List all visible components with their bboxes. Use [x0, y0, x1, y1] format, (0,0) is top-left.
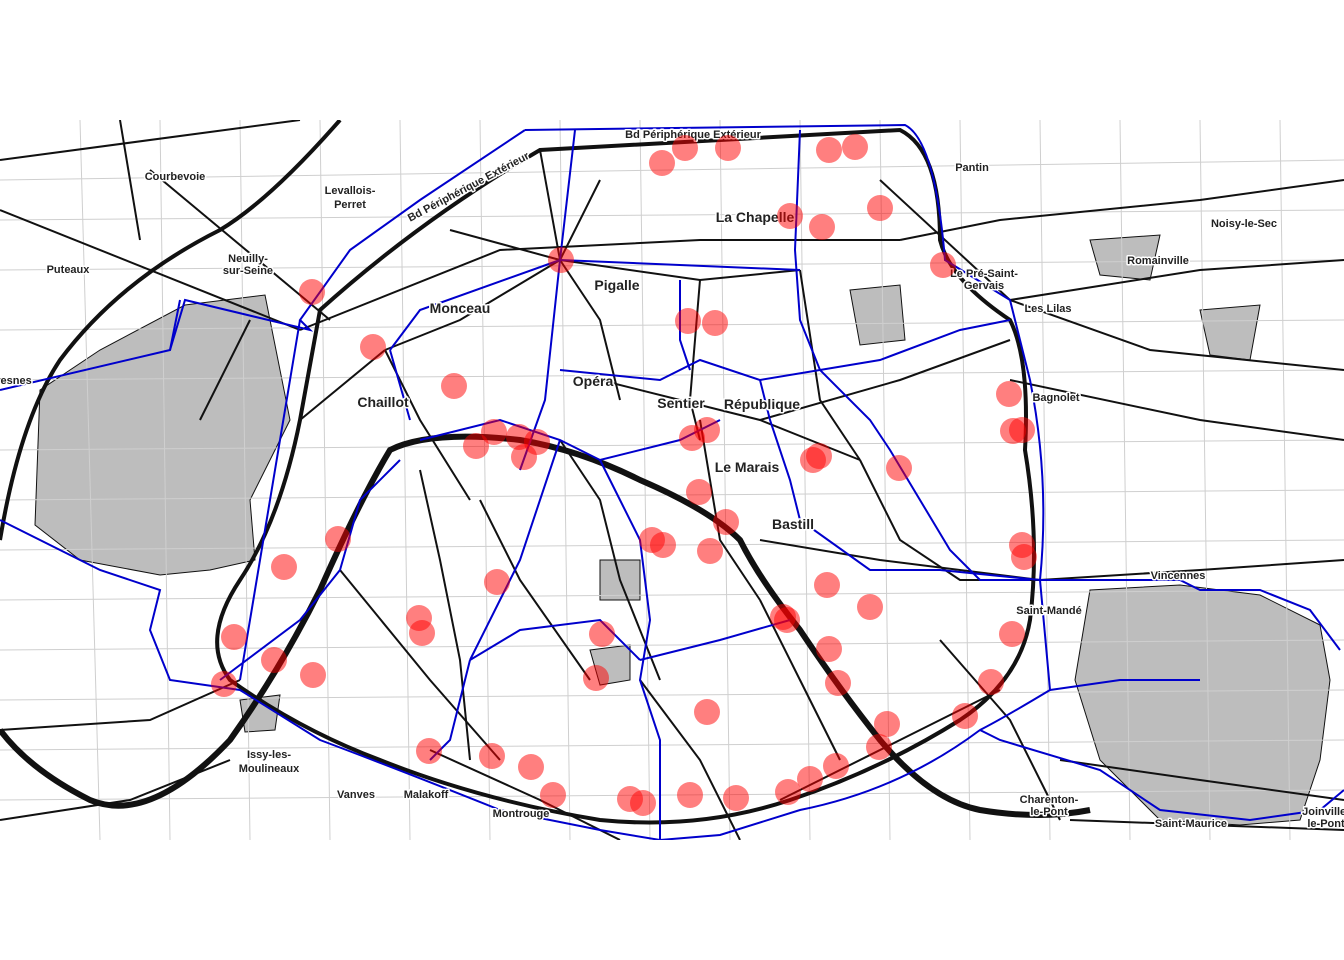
map-marker[interactable]: [441, 373, 467, 399]
label-romainville: Romainville: [1127, 255, 1189, 267]
map-marker[interactable]: [481, 419, 507, 445]
label-malakoff: Malakoff: [404, 789, 449, 801]
map-marker[interactable]: [1011, 544, 1037, 570]
map-marker[interactable]: [978, 669, 1004, 695]
map-marker[interactable]: [952, 703, 978, 729]
label-levallois: Levallois-Perret: [325, 185, 376, 211]
map-marker[interactable]: [874, 711, 900, 737]
map-marker[interactable]: [675, 308, 701, 334]
label-republique: République: [724, 396, 800, 412]
map-marker[interactable]: [809, 214, 835, 240]
label-courbevoie: Courbevoie: [145, 171, 206, 183]
map-marker[interactable]: [261, 647, 287, 673]
label-pigalle: Pigalle: [594, 277, 639, 293]
map-marker[interactable]: [416, 738, 442, 764]
map-marker[interactable]: [723, 785, 749, 811]
map-marker[interactable]: [677, 782, 703, 808]
label-suresnes: resnes: [0, 375, 32, 387]
map-marker[interactable]: [630, 790, 656, 816]
label-st-mande: Saint-Mandé: [1016, 605, 1081, 617]
label-sentier: Sentier: [657, 395, 705, 411]
map-marker[interactable]: [777, 203, 803, 229]
map-marker[interactable]: [775, 779, 801, 805]
map-marker[interactable]: [300, 662, 326, 688]
map-marker[interactable]: [825, 670, 851, 696]
map-marker[interactable]: [589, 621, 615, 647]
city-map[interactable]: Courbevoie Levallois-Perret Neuilly-sur-…: [0, 120, 1344, 840]
map-marker[interactable]: [823, 753, 849, 779]
map-marker[interactable]: [715, 135, 741, 161]
label-montrouge: Montrouge: [493, 808, 550, 820]
map-marker[interactable]: [866, 734, 892, 760]
map-marker[interactable]: [816, 636, 842, 662]
label-neuilly: Neuilly-sur-Seine: [223, 253, 273, 277]
map-marker[interactable]: [650, 532, 676, 558]
label-bagnolet: Bagnolet: [1032, 392, 1079, 404]
map-marker[interactable]: [686, 479, 712, 505]
map-marker[interactable]: [930, 252, 956, 278]
label-st-maurice: Saint-Maurice: [1155, 818, 1227, 830]
map-marker[interactable]: [806, 443, 832, 469]
map-marker[interactable]: [814, 572, 840, 598]
label-le-marais: Le Marais: [715, 459, 780, 475]
map-marker[interactable]: [548, 247, 574, 273]
map-marker[interactable]: [479, 743, 505, 769]
map-marker[interactable]: [697, 538, 723, 564]
map-marker[interactable]: [409, 620, 435, 646]
map-marker[interactable]: [299, 279, 325, 305]
map-marker[interactable]: [996, 381, 1022, 407]
map-marker[interactable]: [999, 621, 1025, 647]
map-marker[interactable]: [1009, 417, 1035, 443]
map-marker[interactable]: [583, 665, 609, 691]
map-marker[interactable]: [649, 150, 675, 176]
map-marker[interactable]: [221, 624, 247, 650]
map-marker[interactable]: [360, 334, 386, 360]
map-marker[interactable]: [713, 509, 739, 535]
map-marker[interactable]: [211, 671, 237, 697]
map-marker[interactable]: [540, 782, 566, 808]
label-charenton: Charenton-le-Pont: [1020, 794, 1079, 818]
peripherique-ring: [215, 127, 1036, 825]
map-marker[interactable]: [842, 134, 868, 160]
map-marker[interactable]: [694, 699, 720, 725]
label-monceau: Monceau: [430, 300, 491, 316]
label-puteaux: Puteaux: [47, 264, 91, 276]
data-markers: [211, 134, 1037, 816]
label-chaillot: Chaillot: [357, 394, 409, 410]
label-issy: Issy-les-Moulineaux: [239, 749, 300, 775]
map-marker[interactable]: [325, 526, 351, 552]
map-marker[interactable]: [816, 137, 842, 163]
label-les-lilas: Les Lilas: [1024, 303, 1071, 315]
map-marker[interactable]: [463, 433, 489, 459]
map-marker[interactable]: [886, 455, 912, 481]
park-areas: [34, 234, 1331, 826]
map-marker[interactable]: [271, 554, 297, 580]
map-marker[interactable]: [867, 195, 893, 221]
label-opera: Opéra: [573, 373, 614, 389]
label-pre-st-gervais: Le Pré-Saint-Gervais: [950, 268, 1018, 292]
label-noisy: Noisy-le-Sec: [1211, 218, 1277, 230]
map-marker[interactable]: [694, 417, 720, 443]
map-marker[interactable]: [702, 310, 728, 336]
map-marker[interactable]: [484, 569, 510, 595]
map-marker[interactable]: [518, 754, 544, 780]
map-marker[interactable]: [774, 607, 800, 633]
map-marker[interactable]: [511, 444, 537, 470]
label-vincennes: Vincennes: [1151, 570, 1206, 582]
label-bastille: Bastill: [772, 516, 814, 532]
map-marker[interactable]: [672, 135, 698, 161]
label-vanves: Vanves: [337, 789, 375, 801]
label-pantin: Pantin: [955, 162, 989, 174]
label-joinville: Joinville-le-Pont: [1302, 806, 1344, 830]
label-la-chapelle: La Chapelle: [716, 209, 795, 225]
map-marker[interactable]: [857, 594, 883, 620]
map-marker[interactable]: [797, 766, 823, 792]
